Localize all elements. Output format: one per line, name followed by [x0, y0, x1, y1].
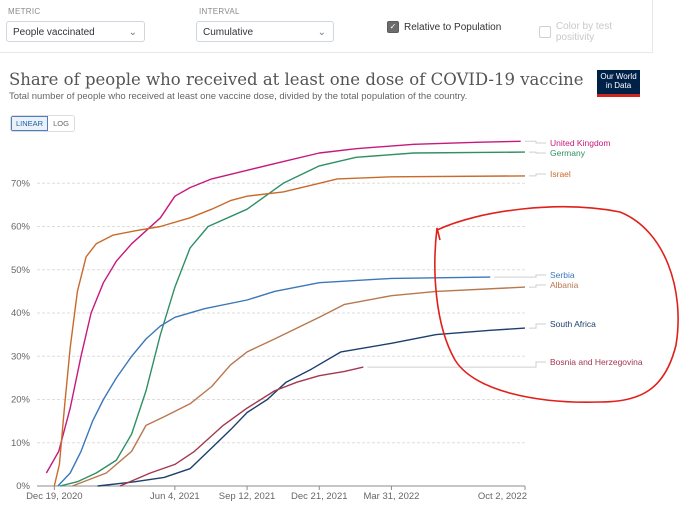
- color-by-test-positivity-label: Color by test positivity: [555, 21, 613, 43]
- chevron-down-icon: ⌄: [128, 27, 137, 38]
- y-tick-label: 60%: [11, 222, 31, 233]
- x-tick-label: Mar 31, 2022: [363, 491, 419, 502]
- y-axis-ticks: 0% 10% 20% 30% 40% 50% 60% 70%: [11, 178, 31, 492]
- x-tick-label: Oct 2, 2022: [478, 491, 527, 502]
- x-tick-label: Jun 4, 2021: [150, 491, 200, 502]
- x-tick-label: Dec 19, 2020: [26, 491, 83, 502]
- legend-connector: [529, 284, 546, 288]
- series-line: [53, 175, 526, 487]
- legend-connector: [494, 274, 546, 278]
- legend-connector: [524, 140, 546, 144]
- series-line: [45, 140, 521, 474]
- legend-label: Israel: [550, 169, 571, 179]
- series-line: [72, 286, 526, 487]
- x-tick-label: Sep 12, 2021: [219, 491, 276, 502]
- linear-scale-button[interactable]: LINEAR: [11, 116, 49, 131]
- log-scale-button[interactable]: LOG: [48, 116, 74, 131]
- y-tick-label: 30%: [11, 351, 31, 362]
- legend-label: Albania: [550, 280, 579, 290]
- y-tick-label: 0%: [16, 481, 30, 492]
- checkbox-unchecked-icon: ✓: [539, 26, 551, 38]
- legend-label: Germany: [550, 148, 586, 158]
- chart-subtitle: Total number of people who received at l…: [9, 91, 468, 102]
- series-line: [97, 327, 526, 487]
- metric-select[interactable]: People vaccinated ⌄: [6, 21, 145, 42]
- y-tick-label: 40%: [11, 308, 31, 319]
- series-line: [119, 366, 364, 487]
- y-tick-label: 50%: [11, 265, 31, 276]
- legend-connector: [529, 151, 546, 154]
- chevron-down-icon: ⌄: [317, 27, 326, 38]
- series-line: [57, 276, 491, 487]
- legend-label: Bosnia and Herzegovina: [550, 357, 643, 367]
- legend-label: Serbia: [550, 270, 575, 280]
- series-line: [59, 151, 526, 487]
- checkbox-checked-icon: ✓: [387, 21, 399, 33]
- relative-to-population-checkbox[interactable]: ✓ Relative to Population: [387, 21, 501, 33]
- hand-drawn-circle-annotation: [434, 206, 679, 404]
- relative-to-population-label: Relative to Population: [404, 21, 502, 33]
- color-by-test-positivity-checkbox[interactable]: ✓ Color by test positivity: [539, 21, 652, 43]
- interval-select[interactable]: Cumulative ⌄: [196, 21, 334, 42]
- y-tick-label: 70%: [11, 178, 31, 189]
- chart-controls: METRIC People vaccinated ⌄ INTERVAL Cumu…: [0, 0, 653, 53]
- legend-label: United Kingdom: [550, 138, 610, 148]
- interval-label: INTERVAL: [199, 7, 240, 16]
- owid-logo[interactable]: Our World in Data: [597, 70, 640, 97]
- metric-label: METRIC: [8, 7, 41, 16]
- scale-toggle: LINEAR LOG: [10, 115, 75, 132]
- series-lines: [45, 140, 526, 487]
- legend-label: South Africa: [550, 319, 596, 329]
- metric-select-value: People vaccinated: [13, 27, 95, 38]
- x-axis-ticks: Dec 19, 2020 Jun 4, 2021 Sep 12, 2021 Dec 2…: [26, 486, 527, 502]
- chart-title: Share of people who received at least on…: [9, 70, 584, 89]
- y-tick-label: 20%: [11, 395, 31, 406]
- legend-connector: [529, 323, 546, 329]
- y-tick-label: 10%: [11, 438, 31, 449]
- interval-select-value: Cumulative: [203, 27, 254, 38]
- legend-connector: [367, 361, 546, 368]
- logo-line-2: in Data: [605, 80, 632, 90]
- legend-connector: [529, 173, 546, 177]
- grid-lines: [37, 182, 525, 487]
- x-tick-label: Dec 21, 2021: [291, 491, 348, 502]
- logo-line-1: Our World: [600, 72, 637, 81]
